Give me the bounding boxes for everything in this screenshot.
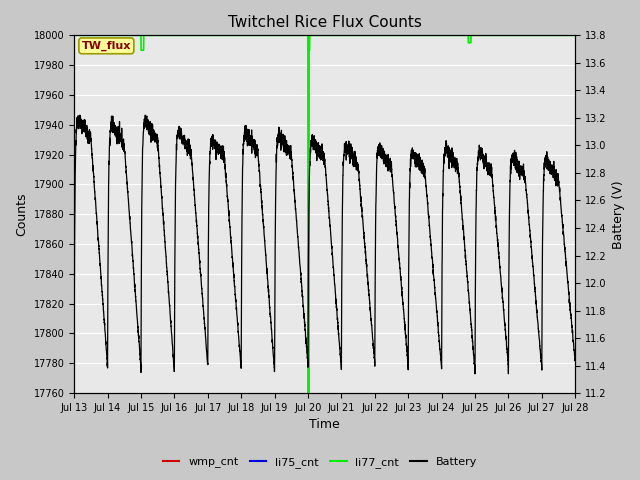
Title: Twitchel Rice Flux Counts: Twitchel Rice Flux Counts bbox=[228, 15, 422, 30]
Y-axis label: Battery (V): Battery (V) bbox=[612, 180, 625, 249]
Legend: wmp_cnt, li75_cnt, li77_cnt, Battery: wmp_cnt, li75_cnt, li77_cnt, Battery bbox=[158, 452, 482, 472]
Y-axis label: Counts: Counts bbox=[15, 192, 28, 236]
Text: TW_flux: TW_flux bbox=[82, 41, 131, 51]
X-axis label: Time: Time bbox=[309, 419, 340, 432]
